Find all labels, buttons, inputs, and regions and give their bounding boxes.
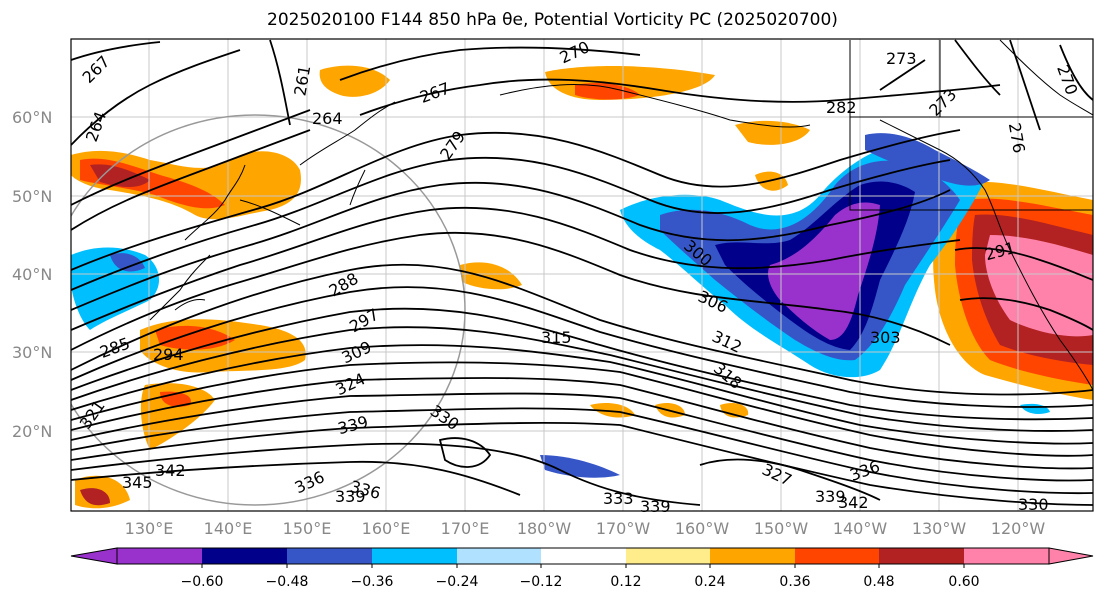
colorbar-segment <box>710 548 795 564</box>
range-circle <box>71 114 466 506</box>
contour-label: 276 <box>1005 121 1029 154</box>
lon-label: 160°E <box>362 519 411 538</box>
pv-shading <box>71 65 1093 509</box>
pv-positive-area <box>590 403 635 418</box>
contour-label: 264 <box>82 109 110 144</box>
lat-label: 50°N <box>12 187 52 206</box>
map-frame <box>70 38 1094 512</box>
pv-positive-area <box>735 120 810 145</box>
pv-positive-area <box>80 488 110 506</box>
chart-title: 2025020100 F144 850 hPa θe, Potential Vo… <box>267 10 838 30</box>
pv-negative-area <box>110 253 145 272</box>
lat-label: 30°N <box>12 343 52 362</box>
contour-label: 315 <box>541 328 572 347</box>
contour-label: 336 <box>847 457 882 485</box>
colorbar-tick: 0.60 <box>948 574 979 590</box>
lat-label: 60°N <box>12 108 52 127</box>
contour-label: 273 <box>886 49 917 68</box>
pv-negative-area <box>540 455 620 478</box>
colorbar-tick: −0.24 <box>436 574 479 590</box>
lon-label: 130°W <box>912 519 967 538</box>
lon-label: 160°W <box>675 519 730 538</box>
pv-negative-area <box>1020 403 1050 414</box>
colorbar-tick: 0.36 <box>779 574 810 590</box>
colorbar-segment <box>287 548 372 564</box>
colorbar-tick: 0.12 <box>610 574 641 590</box>
colorbar-segment <box>795 548 879 564</box>
contour-label: 330 <box>1018 495 1049 514</box>
lat-label: 20°N <box>12 422 52 441</box>
colorbar-segment <box>964 548 1049 564</box>
colorbar-segment <box>372 548 457 564</box>
pv-positive-area <box>985 235 1093 337</box>
pv-positive-area <box>319 65 390 97</box>
contour-label: 261 <box>290 64 314 97</box>
colorbar-segment <box>457 548 541 564</box>
longitude-labels: 130°E 140°E 150°E 160°E 170°E 180°W 170°… <box>125 519 1046 538</box>
contour-label: 270 <box>557 37 593 67</box>
colorbar-low-extend <box>70 547 118 565</box>
contour-label: 336 <box>292 467 328 497</box>
contour-label: 327 <box>759 460 795 490</box>
contour-label: 333 <box>603 489 634 508</box>
contour-label: 339 <box>336 412 370 438</box>
colorbar-tick: 0.48 <box>863 574 894 590</box>
colorbar-segment <box>541 548 626 564</box>
colorbar-tick: 0.24 <box>694 574 725 590</box>
colorbar-segment <box>117 548 202 564</box>
colorbar: −0.60 −0.48 −0.36 −0.24 −0.12 0.12 0.24 … <box>70 547 1094 590</box>
contour-label: 324 <box>333 369 369 399</box>
contour-label: 282 <box>826 98 857 117</box>
lon-label: 180°W <box>517 519 572 538</box>
contour-label: 309 <box>339 337 375 367</box>
colorbar-tick: −0.12 <box>520 574 563 590</box>
contour-label: 342 <box>838 493 869 512</box>
colorbar-tick: −0.36 <box>351 574 394 590</box>
colorbar-tick: −0.48 <box>266 574 309 590</box>
contour-label: 330 <box>427 401 463 434</box>
contour-label: 342 <box>155 461 186 480</box>
colorbar-segment <box>626 548 710 564</box>
pv-negative-area <box>865 133 990 186</box>
colorbar-high-extend <box>1048 547 1094 565</box>
pv-positive-area <box>155 325 235 350</box>
contour-label: 303 <box>870 328 901 347</box>
pv-positive-area <box>575 83 640 100</box>
lon-label: 150°W <box>754 519 809 538</box>
contour-label: 345 <box>122 473 153 492</box>
lon-label: 150°E <box>283 519 332 538</box>
contour-label: 339 <box>335 487 366 506</box>
contour-label: 285 <box>97 334 132 362</box>
lon-label: 120°W <box>991 519 1046 538</box>
pv-positive-area <box>140 383 215 450</box>
colorbar-segment <box>879 548 964 564</box>
lon-label: 140°E <box>204 519 253 538</box>
lon-label: 170°W <box>596 519 651 538</box>
pv-positive-area <box>90 164 150 187</box>
lon-label: 130°E <box>125 519 174 538</box>
lat-label: 40°N <box>12 265 52 284</box>
contour-label: 270 <box>1053 62 1081 97</box>
contour-label: 294 <box>153 345 184 364</box>
contour-label: 264 <box>312 109 343 128</box>
contour-label: 267 <box>417 79 452 107</box>
theta-e-contours <box>71 39 1093 506</box>
latitude-labels: 60°N 50°N 40°N 30°N 20°N <box>12 108 52 441</box>
lon-label: 170°E <box>441 519 490 538</box>
pv-positive-area <box>720 403 749 418</box>
contour-label: 267 <box>79 52 114 87</box>
contour-label: 339 <box>815 487 846 506</box>
contour-label: 339 <box>640 497 671 516</box>
pv-positive-area <box>460 262 522 290</box>
coastlines <box>149 39 1093 391</box>
colorbar-tick: −0.60 <box>181 574 224 590</box>
lon-label: 140°W <box>833 519 888 538</box>
colorbar-segment <box>202 548 287 564</box>
